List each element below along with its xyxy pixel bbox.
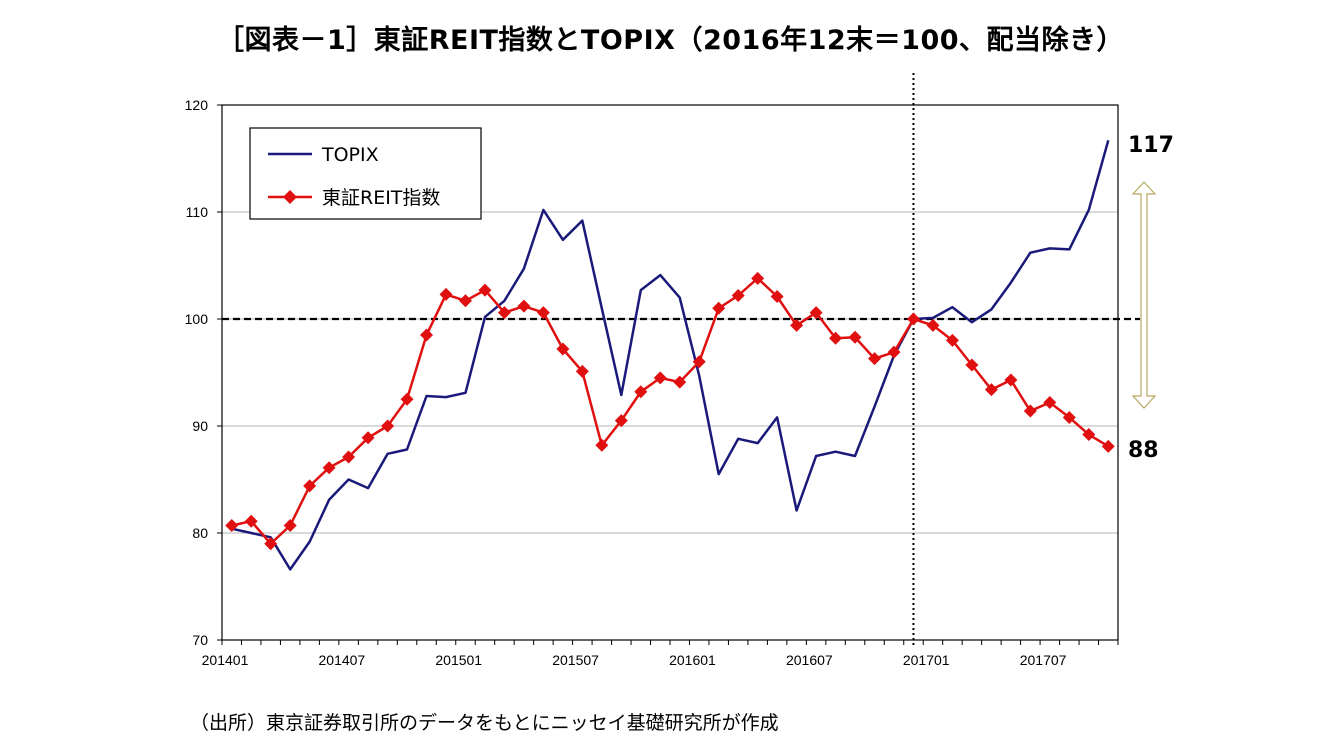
y-tick-label: 90 bbox=[192, 418, 208, 434]
reference-lines bbox=[222, 73, 1140, 648]
data-point-reit bbox=[751, 271, 765, 285]
chart-title: ［図表－1］東証REIT指数とTOPIX（2016年12末＝100、配当除き） bbox=[216, 25, 1125, 56]
x-tick-label: 201601 bbox=[669, 652, 716, 668]
y-tick-label: 120 bbox=[185, 97, 209, 113]
y-tick-label: 70 bbox=[192, 632, 208, 648]
data-point-reit bbox=[595, 438, 609, 452]
data-point-reit bbox=[497, 306, 511, 320]
x-tick-label: 201501 bbox=[435, 652, 482, 668]
data-point-reit bbox=[906, 312, 920, 326]
data-point-reit bbox=[770, 290, 784, 304]
series-line-reit bbox=[231, 277, 1109, 545]
data-point-reit bbox=[984, 383, 998, 397]
series-line-topix bbox=[231, 139, 1110, 571]
data-point-reit bbox=[692, 355, 706, 369]
data-point-reit bbox=[868, 352, 882, 366]
data-point-reit bbox=[1043, 395, 1057, 409]
data-point-reit bbox=[283, 519, 297, 533]
x-tick-label: 201407 bbox=[319, 652, 366, 668]
data-point-reit bbox=[361, 431, 375, 445]
data-point-reit bbox=[342, 450, 356, 464]
source-note: （出所）東京証券取引所のデータをもとにニッセイ基礎研究所が作成 bbox=[190, 712, 779, 734]
data-point-reit bbox=[634, 385, 648, 399]
reit-end-label: 88 bbox=[1128, 438, 1159, 463]
x-tick-label: 201507 bbox=[552, 652, 599, 668]
data-point-reit bbox=[264, 537, 278, 551]
data-point-reit bbox=[400, 392, 414, 406]
data-point-reit bbox=[887, 345, 901, 359]
data-point-reit bbox=[420, 328, 434, 342]
data-point-reit bbox=[303, 479, 317, 493]
y-tick-label: 100 bbox=[185, 311, 209, 327]
data-point-reit bbox=[244, 514, 258, 528]
legend: TOPIX 東証REIT指数 bbox=[249, 127, 482, 220]
y-tick-label: 110 bbox=[186, 204, 209, 220]
x-tick-label: 201401 bbox=[202, 652, 249, 668]
data-point-reit bbox=[536, 306, 550, 320]
data-point-reit bbox=[1062, 410, 1076, 424]
legend-marker-reit bbox=[283, 190, 297, 204]
data-point-reit bbox=[926, 318, 940, 332]
data-point-reit bbox=[712, 301, 726, 315]
data-point-reit bbox=[439, 287, 453, 301]
data-point-reit bbox=[575, 364, 589, 378]
data-point-reit bbox=[381, 419, 395, 433]
data-point-reit bbox=[1101, 439, 1115, 453]
grid-layer bbox=[222, 211, 1118, 534]
legend-box bbox=[249, 127, 482, 220]
x-tick-label: 201707 bbox=[1020, 652, 1067, 668]
data-point-reit bbox=[673, 375, 687, 389]
data-point-reit bbox=[731, 288, 745, 302]
data-point-reit bbox=[614, 414, 628, 428]
data-point-reit bbox=[478, 283, 492, 297]
legend-label-topix: TOPIX bbox=[321, 144, 379, 166]
data-point-reit bbox=[809, 306, 823, 320]
range-arrow bbox=[1131, 181, 1157, 409]
data-point-reit bbox=[848, 330, 862, 344]
data-point-reit bbox=[517, 299, 531, 313]
data-point-reit bbox=[556, 342, 570, 356]
data-point-reit bbox=[458, 294, 472, 308]
data-point-reit bbox=[945, 333, 959, 347]
data-point-reit bbox=[1004, 373, 1018, 387]
data-point-reit bbox=[322, 461, 336, 475]
data-point-reit bbox=[1082, 428, 1096, 442]
legend-label-reit: 東証REIT指数 bbox=[322, 187, 440, 209]
data-point-reit bbox=[790, 318, 804, 332]
data-point-reit bbox=[965, 358, 979, 372]
data-point-reit bbox=[1023, 404, 1037, 418]
x-tick-label: 201607 bbox=[786, 652, 833, 668]
data-point-reit bbox=[225, 519, 239, 533]
double-arrow-icon bbox=[1131, 181, 1157, 409]
data-point-reit bbox=[653, 371, 667, 385]
x-tick-label: 201701 bbox=[903, 652, 950, 668]
series-layer bbox=[225, 139, 1115, 571]
data-point-reit bbox=[829, 331, 843, 345]
axis-layer: 70 80 90 100 110 120 201401 201407 201501 201507 2… bbox=[185, 97, 1119, 668]
topix-end-label: 117 bbox=[1128, 133, 1174, 158]
y-tick-label: 80 bbox=[192, 525, 208, 541]
